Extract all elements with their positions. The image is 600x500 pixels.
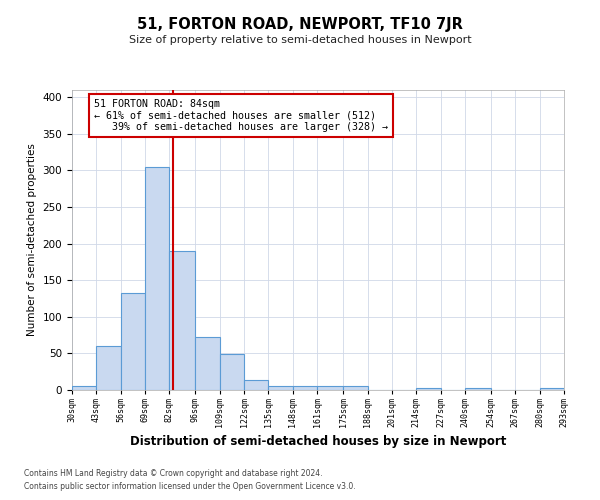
- Bar: [317, 386, 343, 390]
- Bar: [196, 336, 220, 390]
- Bar: [539, 388, 564, 390]
- Bar: [268, 386, 293, 390]
- Bar: [72, 386, 97, 390]
- Bar: [293, 386, 317, 390]
- Bar: [343, 386, 368, 390]
- Text: 51 FORTON ROAD: 84sqm
← 61% of semi-detached houses are smaller (512)
   39% of : 51 FORTON ROAD: 84sqm ← 61% of semi-deta…: [94, 99, 388, 132]
- X-axis label: Distribution of semi-detached houses by size in Newport: Distribution of semi-detached houses by …: [130, 436, 506, 448]
- Bar: [121, 294, 145, 390]
- Bar: [145, 167, 169, 390]
- Text: Size of property relative to semi-detached houses in Newport: Size of property relative to semi-detach…: [128, 35, 472, 45]
- Bar: [244, 380, 268, 390]
- Bar: [169, 251, 196, 390]
- Bar: [97, 346, 121, 390]
- Text: 51, FORTON ROAD, NEWPORT, TF10 7JR: 51, FORTON ROAD, NEWPORT, TF10 7JR: [137, 18, 463, 32]
- Y-axis label: Number of semi-detached properties: Number of semi-detached properties: [27, 144, 37, 336]
- Text: Contains public sector information licensed under the Open Government Licence v3: Contains public sector information licen…: [24, 482, 356, 491]
- Text: Contains HM Land Registry data © Crown copyright and database right 2024.: Contains HM Land Registry data © Crown c…: [24, 468, 323, 477]
- Bar: [465, 388, 491, 390]
- Bar: [416, 388, 440, 390]
- Bar: [220, 354, 244, 390]
